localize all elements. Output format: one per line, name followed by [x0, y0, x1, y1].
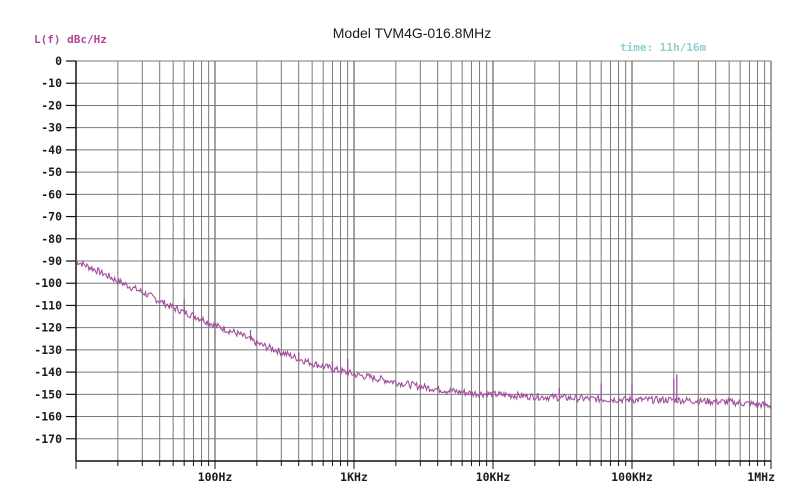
x-tick-label: 100KHz: [611, 470, 653, 484]
y-tick-label: -120: [34, 321, 62, 335]
y-tick-label: -170: [34, 432, 62, 446]
y-axis-ticks: 0 -10 -20 -30 -40 -50 -60 -70 -80 -90 -100 -110 -120…: [34, 54, 76, 446]
y-tick-label: -60: [41, 187, 62, 201]
y-axis-label: L(f) dBc/Hz: [34, 33, 107, 46]
y-tick-label: -160: [34, 410, 62, 424]
chart-title: Model TVM4G-016.8MHz: [333, 25, 491, 41]
y-tick-label: -20: [41, 98, 62, 112]
y-tick-label: -100: [34, 276, 62, 290]
y-tick-label: -80: [41, 232, 62, 246]
y-tick-label: -90: [41, 254, 62, 268]
y-tick-label: -70: [41, 210, 62, 224]
y-tick-label: -50: [41, 165, 62, 179]
x-tick-label: 100Hz: [198, 470, 233, 484]
y-tick-label: -140: [34, 365, 62, 379]
y-tick-label: -130: [34, 343, 62, 357]
y-tick-label: -30: [41, 121, 62, 135]
plot-grid: [75, 60, 772, 462]
x-tick-label: 10KHz: [476, 470, 511, 484]
y-tick-label: -40: [41, 143, 62, 157]
x-tick-label: 1KHz: [340, 470, 368, 484]
trace-line: [75, 259, 772, 410]
time-label: time: 11h/16m: [620, 41, 706, 54]
x-axis-ticks: 100Hz 1KHz 10KHz 100KHz 1MHz: [75, 461, 775, 484]
y-tick-label: -110: [34, 298, 62, 312]
y-tick-label: -150: [34, 387, 62, 401]
phase-noise-trace: [75, 259, 772, 410]
x-tick-label: 1MHz: [747, 470, 775, 484]
y-tick-label: 0: [55, 54, 62, 68]
y-tick-label: -10: [41, 76, 62, 90]
